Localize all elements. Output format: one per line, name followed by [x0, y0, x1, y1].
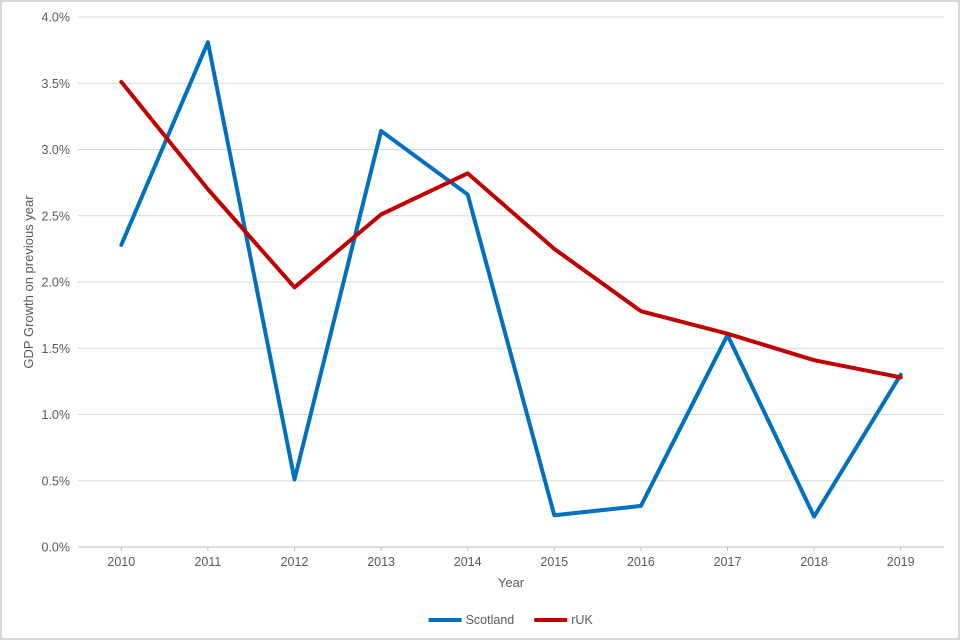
- legend-label-scotland: Scotland: [466, 613, 515, 627]
- y-tick-label: 4.0%: [42, 11, 71, 25]
- y-tick-label: 2.0%: [42, 276, 71, 290]
- x-axis-title: Year: [498, 575, 525, 590]
- x-tick-label: 2012: [281, 555, 309, 569]
- legend-label-ruk: rUK: [571, 613, 593, 627]
- x-tick-label: 2015: [540, 555, 568, 569]
- x-tick-label: 2017: [714, 555, 742, 569]
- y-tick-label: 1.0%: [42, 408, 71, 422]
- y-axis-title: GDP Growth on previous year: [21, 195, 36, 369]
- y-tick-label: 0.5%: [42, 474, 71, 488]
- x-tick-label: 2018: [800, 555, 828, 569]
- x-tick-label: 2010: [107, 555, 135, 569]
- y-axis-tick-labels: 0.0% 0.5% 1.0% 1.5% 2.0% 2.5% 3.0% 3.5% 4.0%: [42, 11, 71, 555]
- x-axis-tick-labels: 2010 2011 2012 2013 2014 2015 2016 2017 2018 2019: [107, 555, 914, 569]
- y-tick-label: 3.0%: [42, 143, 71, 157]
- data-series: [119, 40, 903, 519]
- x-tick-label: 2013: [367, 555, 395, 569]
- x-axis: [78, 546, 944, 551]
- gridlines: [78, 16, 944, 482]
- series-line-ruk: [119, 79, 903, 380]
- series-line-scotland: [119, 40, 903, 519]
- x-tick-label: 2014: [454, 555, 482, 569]
- y-tick-label: 1.5%: [42, 342, 71, 356]
- x-tick-label: 2019: [887, 555, 915, 569]
- y-tick-label: 0.0%: [42, 541, 71, 555]
- y-tick-label: 2.5%: [42, 209, 71, 223]
- x-tick-label: 2011: [194, 555, 221, 569]
- y-tick-label: 3.5%: [42, 77, 71, 91]
- legend: Scotland rUK: [428, 613, 593, 627]
- x-tick-label: 2016: [627, 555, 655, 569]
